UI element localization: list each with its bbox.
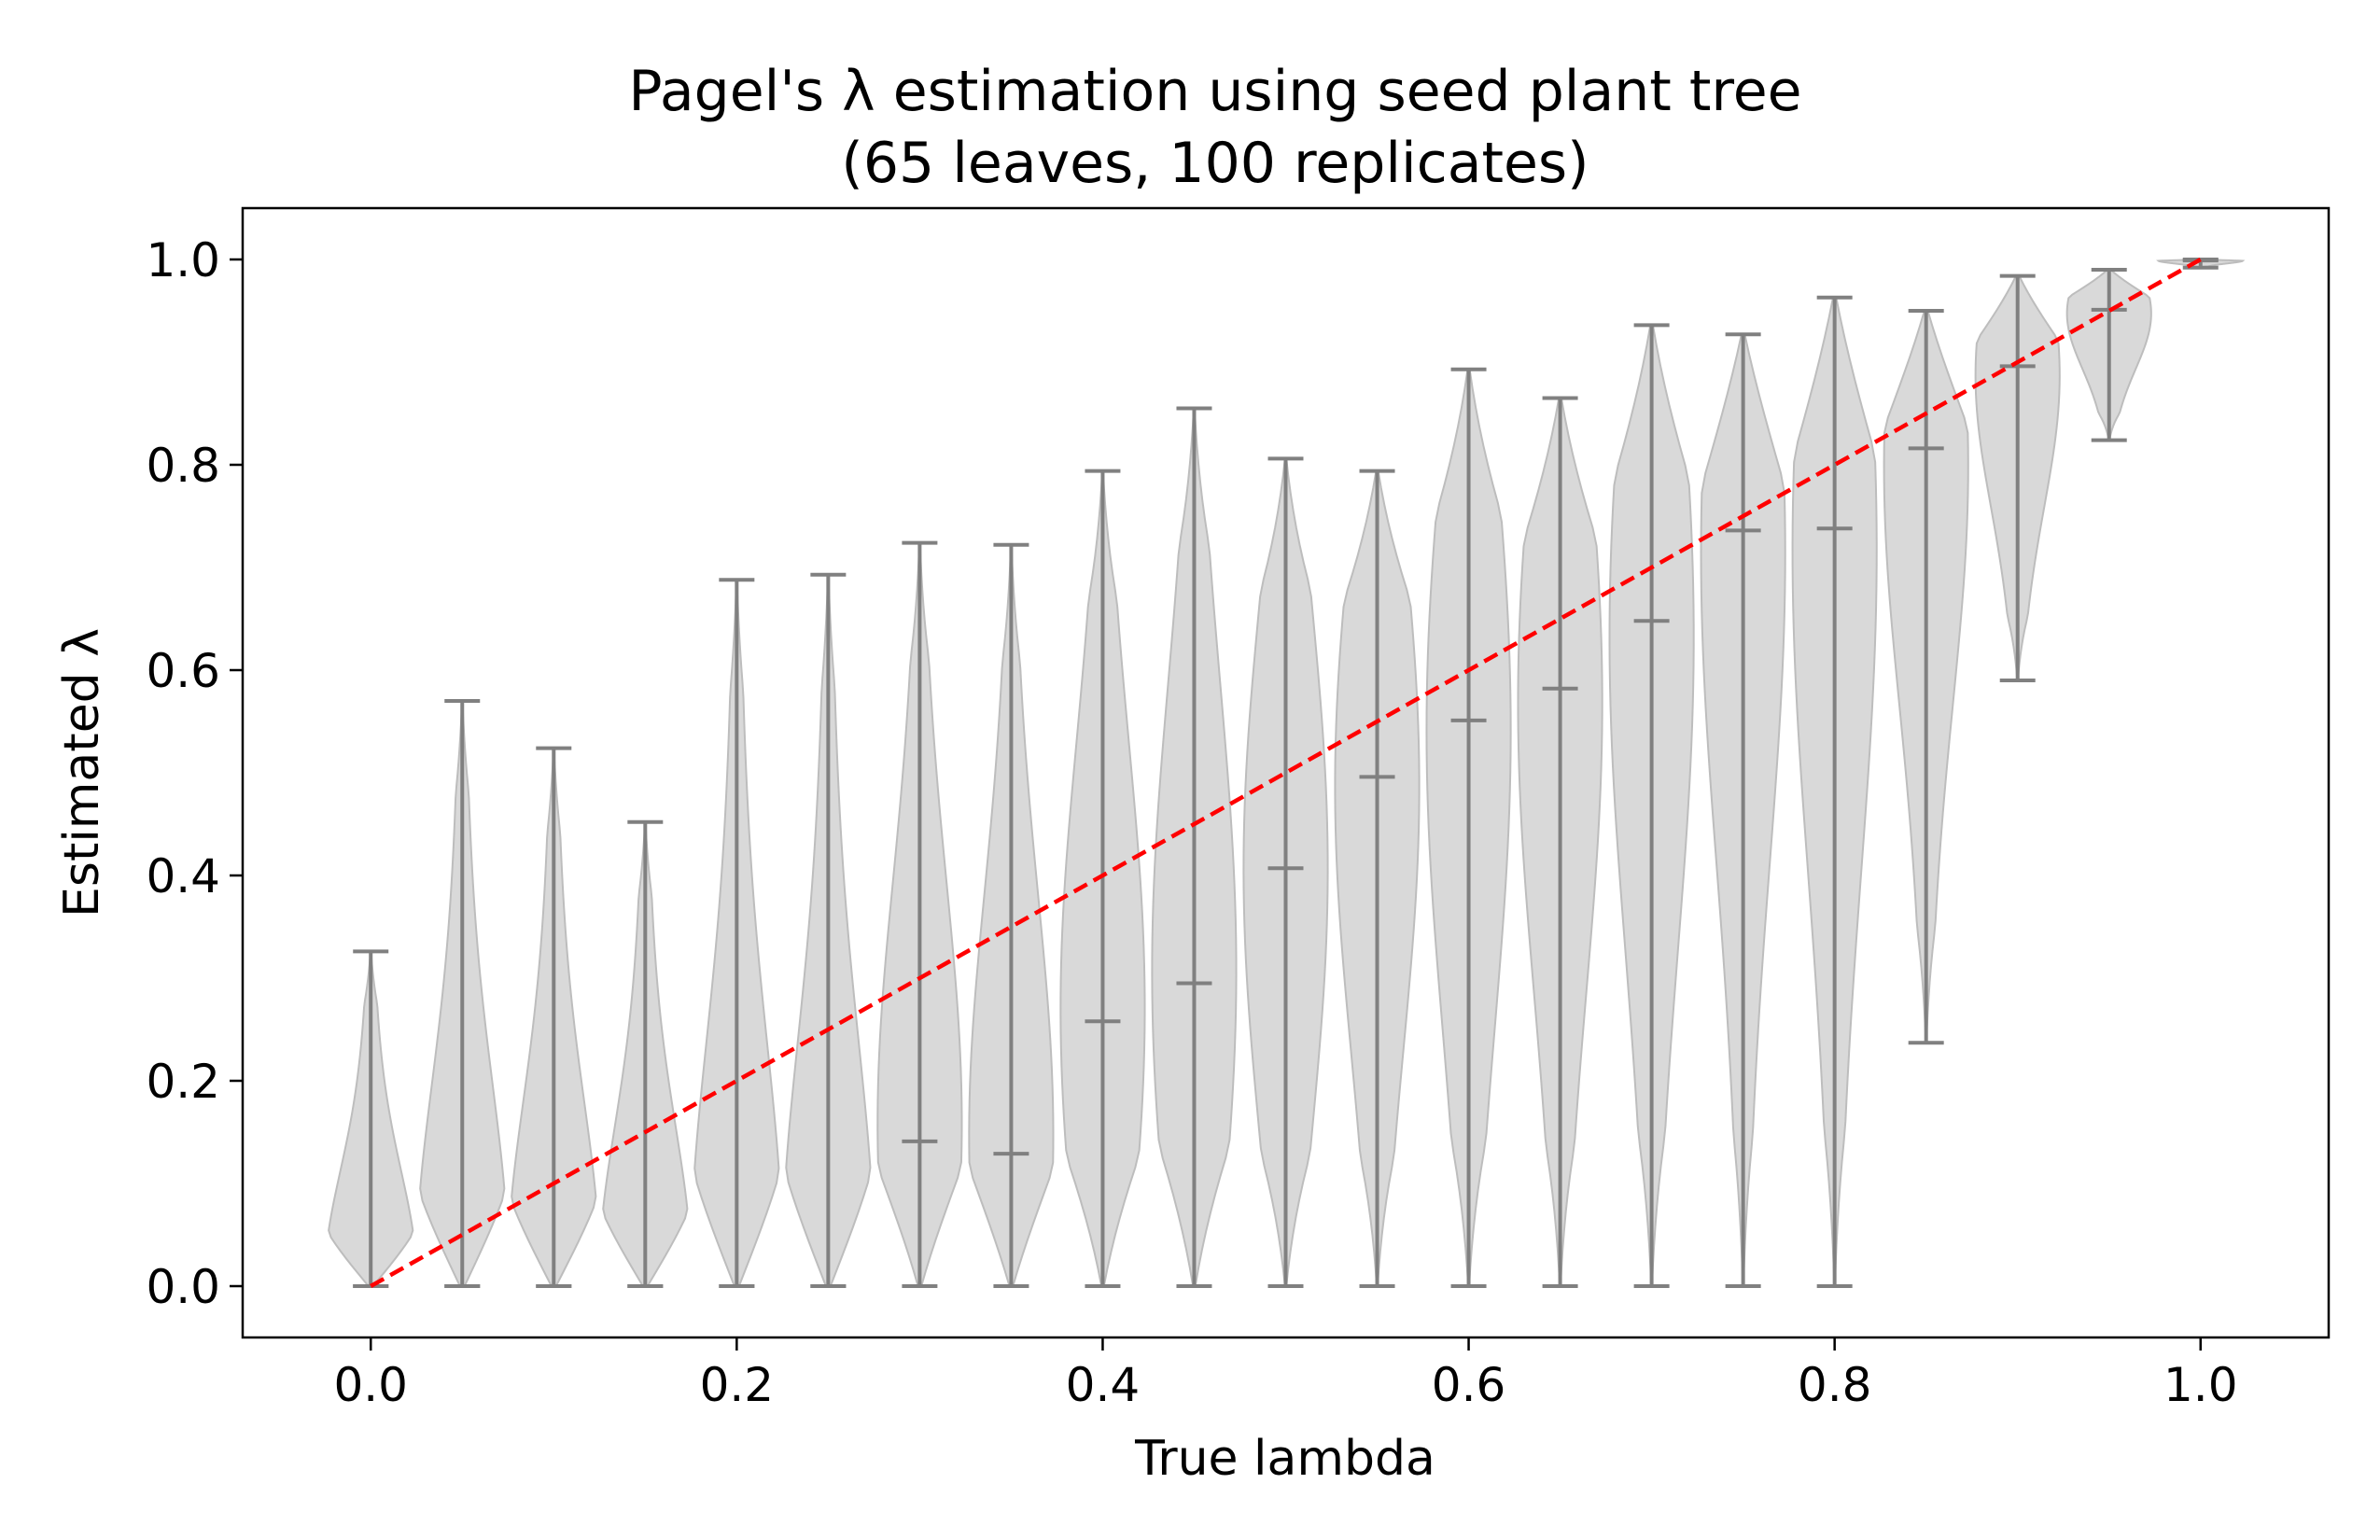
y-tick-label: 0.0 [146, 1260, 220, 1314]
y-axis-label: Estimated λ [54, 628, 110, 917]
y-axis: 0.0 0.2 0.4 0.6 0.8 1.0 [146, 233, 243, 1314]
y-tick-label: 0.4 [146, 849, 220, 903]
x-tick-label: 0.2 [700, 1358, 775, 1412]
plot-frame [241, 206, 2331, 1339]
y-tick-label: 0.6 [146, 644, 220, 698]
y-tick-label: 1.0 [146, 233, 220, 287]
chart-title-line-1: Pagel's λ estimation using seed plant tr… [628, 59, 1801, 124]
y-tick-label: 0.2 [146, 1055, 220, 1109]
x-tick-label: 1.0 [2163, 1358, 2238, 1412]
x-tick-label: 0.4 [1066, 1358, 1141, 1412]
y-tick-label: 0.8 [146, 439, 220, 493]
chart-title-line-2: (65 leaves, 100 replicates) [841, 131, 1589, 196]
x-tick-label: 0.0 [333, 1358, 408, 1412]
plot-area [328, 258, 2246, 1288]
x-tick-label: 0.8 [1798, 1358, 1872, 1412]
x-axis-label: True lambda [1134, 1431, 1435, 1487]
x-tick-label: 0.6 [1432, 1358, 1506, 1412]
reference-line [370, 258, 2202, 1288]
x-axis: 0.0 0.2 0.4 0.6 0.8 1.0 [333, 1337, 2238, 1412]
